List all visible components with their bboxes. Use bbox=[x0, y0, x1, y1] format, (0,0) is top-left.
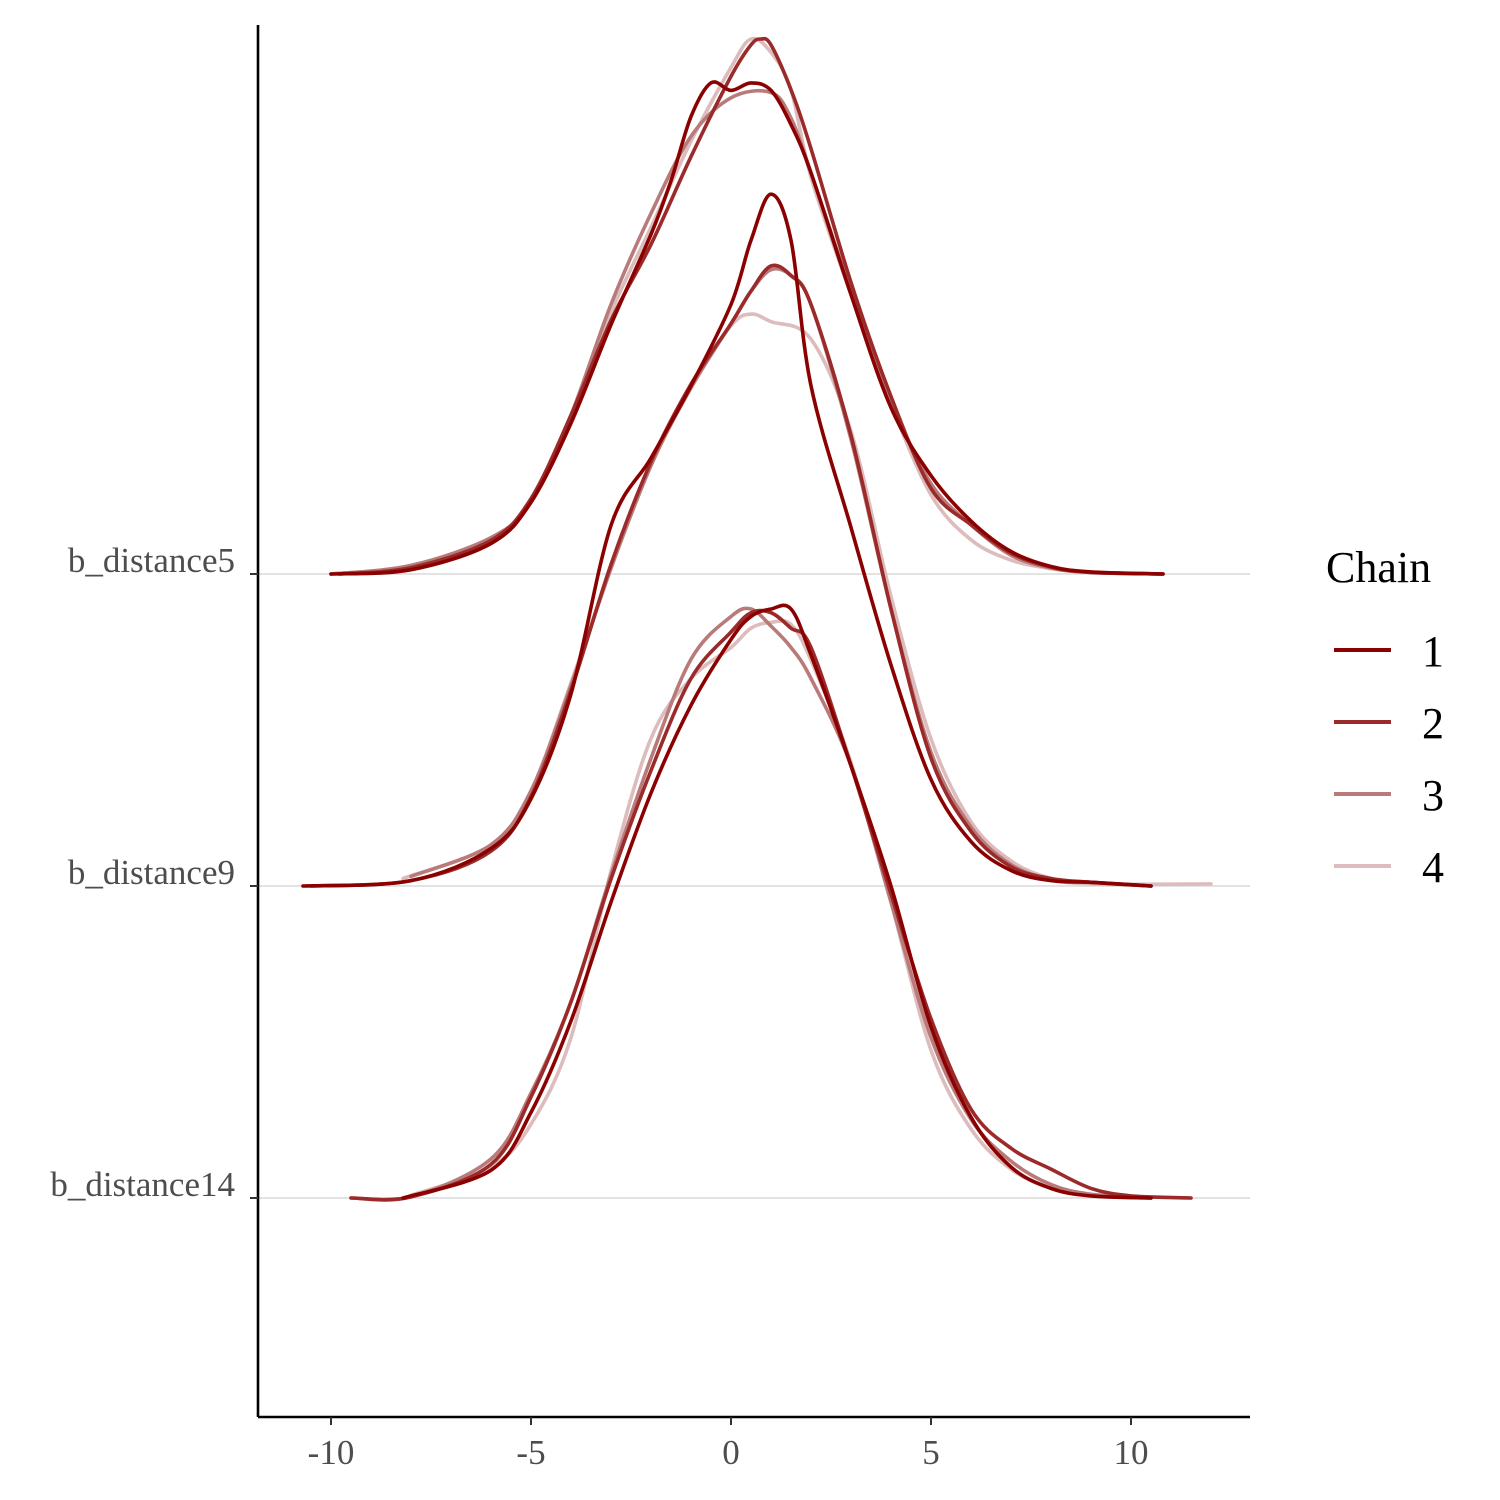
axes: -10 -5 0 5 10 b_distance5 b_distance9 b_distanc… bbox=[50, 25, 1250, 1472]
density-curve-b_distance5-chain-3 bbox=[329, 88, 1165, 576]
density-curve-b_distance14-chain-3 bbox=[349, 606, 1153, 1202]
y-tick-label-b_distance14: b_distance14 bbox=[50, 1165, 235, 1204]
density-curve-b_distance5-chain-1 bbox=[329, 80, 1165, 576]
density-curve-b_distance9-chain-2 bbox=[309, 263, 1153, 888]
density-curve-b_distance9-chain-1 bbox=[301, 192, 1153, 888]
x-tick-label: 10 bbox=[1114, 1433, 1149, 1472]
y-tick-label-b_distance5: b_distance5 bbox=[68, 541, 235, 580]
legend: Chain 1 2 3 4 bbox=[1326, 543, 1444, 892]
legend-title: Chain bbox=[1326, 543, 1431, 592]
legend-label-chain-2: 2 bbox=[1422, 699, 1444, 748]
legend-label-chain-4: 4 bbox=[1422, 843, 1444, 892]
density-curve-b_distance14-chain-2 bbox=[349, 608, 1193, 1202]
density-curves bbox=[301, 36, 1213, 1202]
density-curve-b_distance9-chain-3 bbox=[409, 266, 1153, 888]
density-curve-b_distance14-chain-1 bbox=[401, 603, 1153, 1200]
legend-label-chain-3: 3 bbox=[1422, 771, 1444, 820]
density-curve-b_distance5-chain-4 bbox=[329, 36, 1165, 576]
y-tick-label-b_distance9: b_distance9 bbox=[68, 853, 235, 892]
density-curve-b_distance5-chain-2 bbox=[337, 36, 1165, 576]
x-tick-label: 5 bbox=[922, 1433, 940, 1472]
x-tick-label: -10 bbox=[308, 1433, 355, 1472]
baseline-gridlines bbox=[258, 573, 1250, 1199]
x-tick-label: -5 bbox=[516, 1433, 545, 1472]
x-tick-label: 0 bbox=[722, 1433, 740, 1472]
density-curve-b_distance9-chain-4 bbox=[401, 312, 1213, 887]
legend-label-chain-1: 1 bbox=[1422, 627, 1444, 676]
